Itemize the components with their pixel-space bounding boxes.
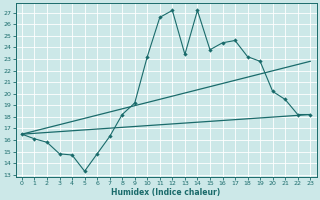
X-axis label: Humidex (Indice chaleur): Humidex (Indice chaleur)	[111, 188, 221, 197]
